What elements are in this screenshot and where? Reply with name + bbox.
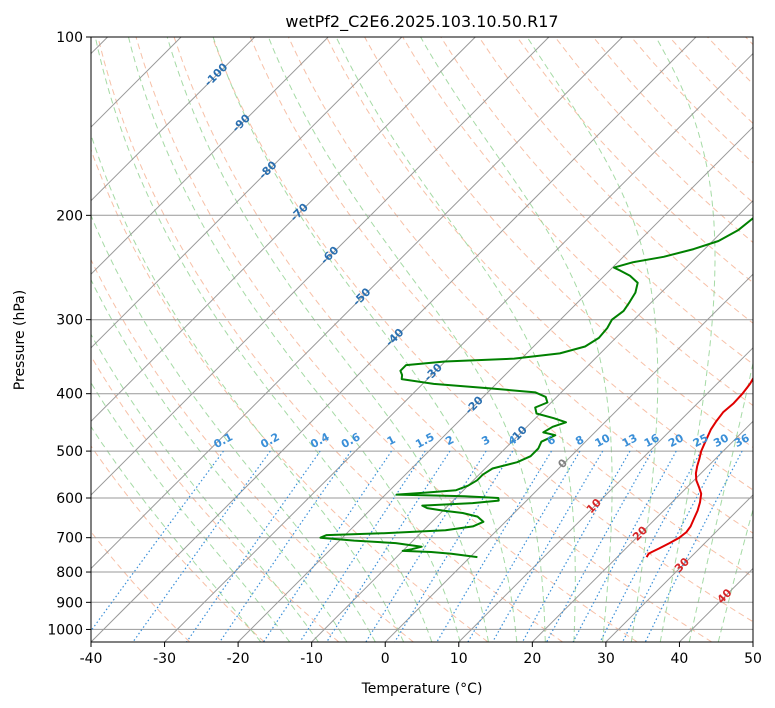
dry-adiabat-line: [287, 37, 753, 534]
dewpoint-line: [319, 216, 753, 559]
moist-adiabat-line: [91, 214, 376, 642]
reference-lines: [91, 37, 753, 642]
mixing-ratio-line: [262, 450, 392, 642]
mixing-ratio-label: 36: [732, 431, 752, 450]
isotherm-line: [91, 37, 623, 570]
y-tick-label: 300: [56, 313, 83, 329]
moist-adiabat-line: [420, 37, 613, 642]
moist-adiabat-line: [91, 381, 291, 642]
x-tick-label: -10: [300, 651, 323, 667]
y-tick-label: 500: [56, 444, 83, 460]
mixing-ratio-line: [521, 450, 631, 642]
isotherm-line: [91, 37, 256, 202]
x-tick-label: 20: [523, 651, 541, 667]
mixing-ratio-label: 13: [620, 431, 640, 450]
mixing-ratio-line: [91, 450, 224, 632]
plot-frame: [90, 36, 754, 643]
x-tick-label: 0: [381, 651, 390, 667]
x-tick-label: -30: [153, 651, 176, 667]
moist-adiabat-line: [267, 37, 546, 642]
axes: -40 -30 -20 -10 0 10 20 30 40 50 100 200 300 400 500 60…: [47, 30, 762, 667]
isotherm-line: [311, 199, 753, 642]
mixing-ratio-line: [572, 450, 677, 642]
y-tick-label: 900: [56, 595, 83, 611]
y-tick-label: 600: [56, 491, 83, 507]
y-tick-label: 700: [56, 531, 83, 547]
isotherm-line: [91, 37, 403, 349]
isotherm-line: [531, 420, 753, 642]
moist-adiabat-line: [91, 425, 262, 642]
x-tick-label: -20: [227, 651, 250, 667]
chart-title: wetPf2_C2E6.2025.103.10.50.R17: [285, 12, 558, 32]
mixing-ratio-label: 10: [593, 431, 613, 450]
isotherm-line: [605, 494, 753, 642]
x-tick-label: 40: [671, 651, 689, 667]
dry-adiabat-line: [326, 37, 753, 491]
isotherm-line: [458, 347, 753, 642]
isotherm-line: [237, 126, 753, 642]
mixing-ratio-line: [644, 450, 743, 642]
y-tick-label: 800: [56, 565, 83, 581]
dry-adiabat-line: [97, 37, 563, 642]
dry-adiabat-line: [91, 258, 414, 642]
isotherm-line: [164, 52, 753, 642]
y-tick-label: 1000: [47, 622, 83, 638]
mixing-ratio-label: 25: [691, 431, 711, 450]
moist-adiabat-line: [166, 37, 489, 642]
mixing-ratio-label: 16: [642, 431, 662, 450]
dry-adiabat-line: [91, 445, 265, 642]
x-tick-label: 30: [597, 651, 615, 667]
x-tick-label: 10: [450, 651, 468, 667]
plot-area: [91, 37, 753, 642]
dry-adiabat-line: [211, 37, 753, 623]
y-tick-label: 100: [56, 30, 83, 46]
x-tick-label: -40: [80, 651, 103, 667]
mixing-ratio-line: [394, 450, 514, 642]
dry-adiabat-line: [173, 37, 713, 642]
mixing-ratio-line: [599, 450, 702, 642]
moist-adiabat-line: [335, 37, 576, 642]
mixing-ratio-line: [546, 450, 653, 642]
moist-adiabat-line: [91, 133, 405, 642]
moist-adiabat-line: [91, 278, 348, 642]
y-tick-label: 400: [56, 387, 83, 403]
moist-adiabat-line: [212, 37, 518, 642]
dry-adiabat-line: [249, 37, 753, 578]
x-axis-title: Temperature (°C): [361, 681, 483, 697]
mixing-ratio-label: 30: [711, 431, 731, 450]
y-axis-title: Pressure (hPa): [12, 290, 28, 390]
isotherm-line: [91, 37, 550, 496]
isotherm-line: [91, 37, 329, 275]
moist-adiabat-line: [91, 333, 319, 642]
moist-adiabat-line: [94, 37, 433, 642]
mixing-ratio-line: [622, 450, 722, 642]
moist-adiabat-line: [526, 37, 659, 642]
isotherm-line: [91, 37, 476, 423]
x-tick-label: 50: [744, 651, 762, 667]
isotherm-line: [91, 37, 697, 642]
isotherm-line: [384, 273, 753, 642]
mixing-ratio-line: [219, 450, 352, 642]
moist-adiabat-line: [655, 37, 716, 642]
moist-adiabat-line: [717, 507, 753, 642]
dry-adiabat-line: [91, 355, 340, 642]
mixing-ratio-label: 20: [666, 431, 686, 450]
moist-adiabat-line: [688, 360, 753, 642]
moist-adiabat-line: [128, 37, 461, 642]
mixing-ratio-line: [186, 450, 321, 642]
mixing-ratio-line: [492, 450, 604, 642]
y-tick-label: 200: [56, 208, 83, 224]
